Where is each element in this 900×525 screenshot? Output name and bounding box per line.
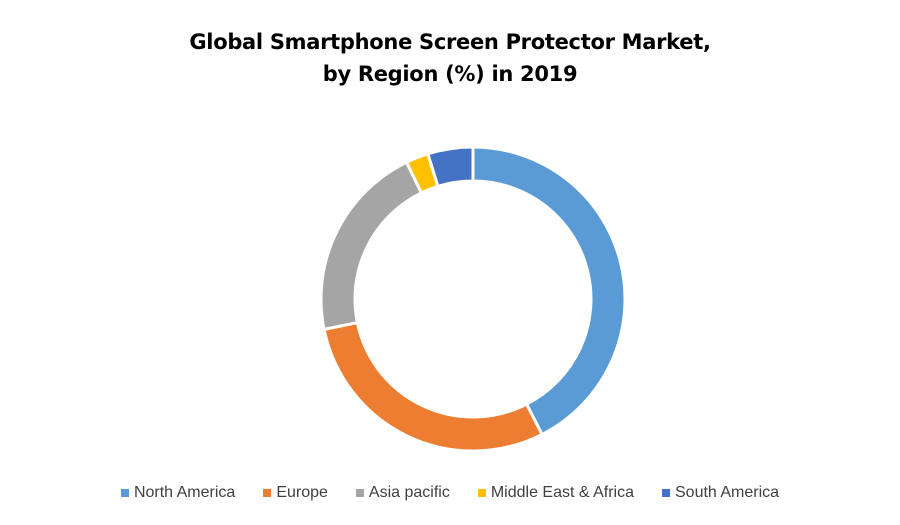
legend-item-north-america: North America — [120, 484, 236, 502]
chart-title: Global Smartphone Screen Protector Marke… — [0, 26, 900, 90]
legend-label: North America — [133, 484, 236, 501]
legend-item-south-america: South America — [662, 484, 779, 502]
legend-swatch-icon — [662, 489, 670, 497]
legend-item-middle-east-africa: Middle East & Africa — [477, 484, 634, 502]
donut-slice-north-america — [471, 145, 627, 437]
chart-title-line-2: by Region (%) in 2019 — [322, 62, 578, 86]
legend-label: Asia pacific — [368, 484, 450, 501]
donut-slice-asia-pacific — [319, 160, 424, 332]
donut-slice-europe — [322, 320, 545, 453]
legend-item-europe: Europe — [263, 484, 328, 502]
legend-swatch-icon — [477, 489, 486, 497]
legend-label: South America — [675, 484, 780, 501]
legend-item-asia-pacific: Asia pacific — [355, 484, 450, 502]
legend: North America Europe Asia pacific Middle Ea… — [0, 484, 900, 502]
legend-label: Middle East & Africa — [490, 484, 634, 501]
chart-title-line-1: Global Smartphone Screen Protector Marke… — [189, 30, 711, 54]
legend-swatch-icon — [263, 489, 272, 497]
legend-label: Europe — [276, 484, 328, 501]
legend-swatch-icon — [355, 489, 364, 497]
donut-slice-south-america — [425, 145, 475, 189]
legend-swatch-icon — [120, 489, 129, 497]
